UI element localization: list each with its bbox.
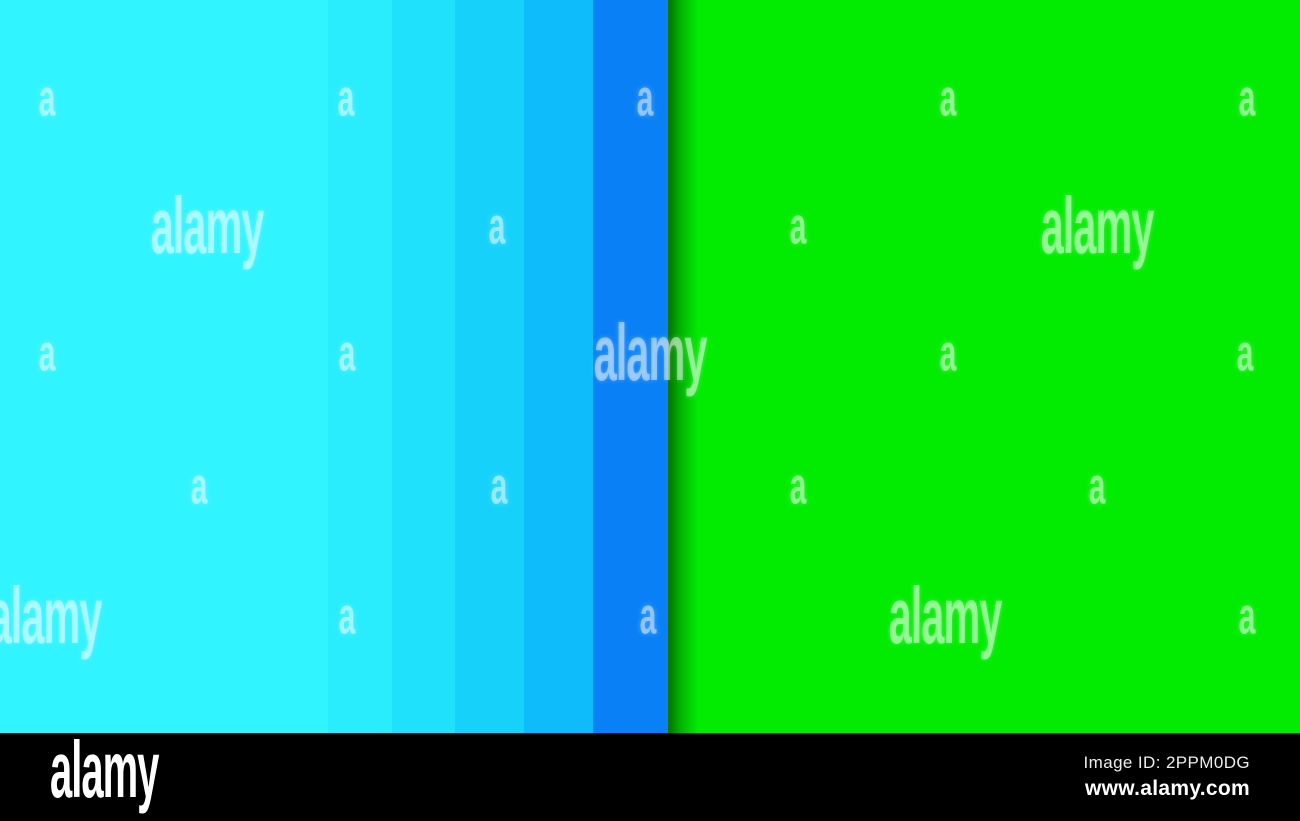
color-stripe-blue-6: [593, 0, 668, 821]
color-stripe-cyan-1: [0, 0, 328, 821]
color-stripe-cyan-3: [392, 0, 455, 821]
green-panel: [668, 0, 1300, 821]
color-stripe-blue-5: [524, 0, 593, 821]
panel-drop-shadow: [668, 0, 698, 821]
image-id-label: Image ID: 2PPM0DG: [1083, 753, 1250, 772]
color-stripe-cyan-2: [328, 0, 392, 821]
footer-bar: alamy Image ID: 2PPM0DG www.alamy.com: [0, 725, 1300, 821]
footer-meta: Image ID: 2PPM0DG www.alamy.com: [1084, 753, 1250, 801]
website-url: www.alamy.com: [1085, 777, 1250, 800]
alamy-logo: alamy: [50, 725, 159, 814]
color-stripe-cyan-4: [455, 0, 524, 821]
